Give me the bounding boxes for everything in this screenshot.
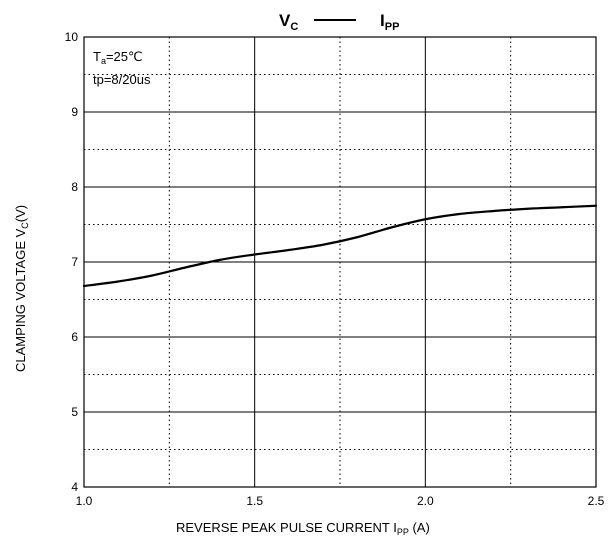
title-left: VC	[279, 11, 298, 33]
title-right-sub: PP	[385, 21, 400, 33]
x-tick-label: 2.5	[588, 494, 605, 508]
y-tick-label: 10	[65, 30, 79, 44]
temp-value: =25℃	[106, 49, 143, 64]
title-left-main: V	[279, 11, 291, 30]
y-tick-label: 8	[71, 180, 78, 194]
series-line-vc-ipp	[82, 204, 598, 288]
x-axis-title-main: REVERSE PEAK PULSE CURRENT I	[176, 520, 397, 535]
temp-main: T	[93, 49, 101, 64]
x-tick-label: 1.5	[246, 494, 263, 508]
y-tick-label: 7	[71, 255, 78, 269]
y-tick-label: 5	[71, 405, 78, 419]
pulse-annotation: tp=8/20us	[93, 72, 151, 87]
y-tick-label: 9	[71, 105, 78, 119]
title-left-sub: C	[290, 21, 298, 33]
x-axis-title-sub: PP	[397, 527, 409, 537]
x-tick-label: 1.0	[76, 494, 93, 508]
chart-title: VC IPP	[279, 11, 399, 33]
y-axis-title-main: CLAMPING VOLTAGE V	[13, 228, 28, 372]
x-tick-label: 2.0	[417, 494, 434, 508]
y-axis-title-sub: C	[20, 222, 30, 229]
tick-labels: 1.0 1.5 2.0 2.5 4 5 6 7 8 9 10	[65, 30, 605, 508]
title-right: IPP	[380, 11, 399, 33]
grid	[84, 37, 596, 487]
y-axis-title-suffix: (V)	[13, 205, 28, 222]
y-tick-label: 4	[71, 480, 78, 494]
title-right-main: I	[380, 11, 385, 30]
y-tick-label: 6	[71, 330, 78, 344]
plot-frame	[83, 36, 597, 488]
temperature-annotation: Ta=25℃	[93, 49, 143, 66]
plot-annotations: Ta=25℃ tp=8/20us	[93, 49, 151, 87]
x-axis-title-suffix: (A)	[409, 520, 430, 535]
y-axis-title: CLAMPING VOLTAGE VC(V)	[13, 205, 30, 372]
x-axis-title: REVERSE PEAK PULSE CURRENT IPP (A)	[176, 520, 430, 537]
temp-sub: a	[101, 56, 106, 66]
